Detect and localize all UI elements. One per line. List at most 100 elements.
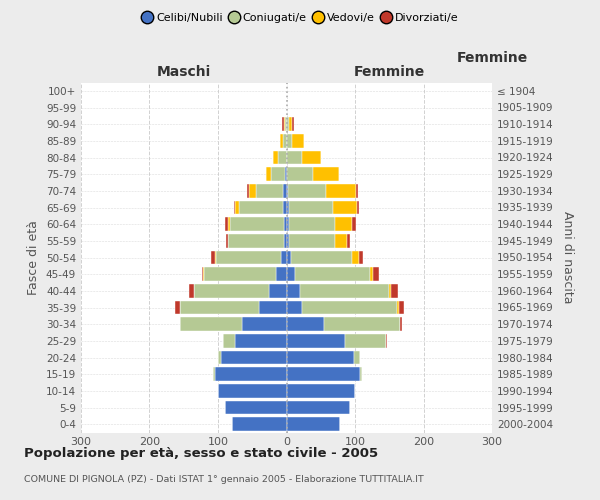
Bar (289, 218, 335, 231)
Bar (256, 184, 283, 198)
Bar (230, 218, 284, 231)
Bar (232, 418, 287, 431)
Text: COMUNE DI PIGNOLA (PZ) - Dati ISTAT 1° gennaio 2005 - Elaborazione TUTTITALIA.IT: COMUNE DI PIGNOLA (PZ) - Dati ISTAT 1° g… (24, 476, 424, 484)
Bar (203, 268, 204, 281)
Bar (400, 318, 401, 331)
Bar (247, 184, 249, 198)
Bar (287, 150, 302, 164)
Bar (288, 184, 326, 198)
Bar (302, 300, 397, 314)
Bar (302, 150, 321, 164)
Bar (239, 200, 283, 214)
Bar (326, 184, 356, 198)
Bar (287, 334, 345, 347)
Bar (391, 284, 398, 298)
Y-axis label: Fasce di età: Fasce di età (28, 220, 40, 295)
Bar (287, 168, 313, 181)
Bar (181, 318, 242, 331)
Bar (269, 284, 287, 298)
Bar (273, 150, 278, 164)
Bar (225, 218, 228, 231)
Bar (242, 318, 287, 331)
Text: Femmine: Femmine (457, 51, 527, 65)
Bar (225, 400, 287, 414)
Bar (295, 268, 370, 281)
Bar (352, 250, 359, 264)
Bar (259, 300, 287, 314)
Bar (188, 284, 194, 298)
Bar (335, 234, 347, 247)
Bar (285, 168, 287, 181)
Bar (300, 284, 389, 298)
Bar (235, 200, 239, 214)
Bar (202, 268, 203, 281)
Bar (175, 300, 181, 314)
Bar (216, 250, 281, 264)
Bar (287, 218, 289, 231)
Bar (352, 218, 356, 231)
Bar (359, 250, 362, 264)
Bar (290, 250, 352, 264)
Bar (287, 368, 361, 381)
Text: Femmine: Femmine (353, 65, 425, 79)
Bar (289, 118, 292, 131)
Bar (271, 168, 285, 181)
Bar (221, 350, 287, 364)
Bar (280, 134, 283, 147)
Bar (266, 168, 271, 181)
Bar (287, 268, 295, 281)
Bar (284, 234, 287, 247)
Bar (313, 168, 338, 181)
Bar (287, 200, 289, 214)
Bar (283, 184, 287, 198)
Bar (287, 234, 289, 247)
Bar (287, 418, 340, 431)
Bar (281, 250, 287, 264)
Bar (226, 234, 227, 247)
Bar (285, 118, 287, 131)
Bar (289, 200, 333, 214)
Bar (373, 268, 379, 281)
Bar (194, 284, 269, 298)
Bar (205, 268, 276, 281)
Bar (213, 368, 215, 381)
Bar (215, 250, 216, 264)
Bar (287, 400, 350, 414)
Bar (399, 300, 404, 314)
Bar (287, 284, 300, 298)
Bar (181, 300, 259, 314)
Bar (278, 150, 287, 164)
Bar (284, 218, 287, 231)
Bar (283, 134, 287, 147)
Bar (215, 368, 287, 381)
Bar (228, 218, 230, 231)
Bar (283, 200, 287, 214)
Legend: Celibi/Nubili, Coniugati/e, Vedovi/e, Divorziati/e: Celibi/Nubili, Coniugati/e, Vedovi/e, Di… (137, 8, 463, 28)
Bar (333, 200, 357, 214)
Bar (292, 134, 304, 147)
Bar (234, 200, 235, 214)
Y-axis label: Anni di nascita: Anni di nascita (560, 211, 574, 304)
Bar (223, 334, 235, 347)
Bar (287, 118, 289, 131)
Bar (347, 234, 350, 247)
Bar (287, 134, 292, 147)
Bar (282, 118, 284, 131)
Bar (361, 368, 362, 381)
Bar (287, 318, 324, 331)
Bar (287, 384, 355, 398)
Text: Maschi: Maschi (157, 65, 211, 79)
Bar (335, 218, 352, 231)
Bar (287, 350, 353, 364)
Bar (287, 184, 288, 198)
Bar (276, 268, 287, 281)
Bar (292, 118, 294, 131)
Bar (357, 200, 359, 214)
Bar (397, 300, 399, 314)
Bar (228, 234, 284, 247)
Bar (287, 250, 290, 264)
Text: Popolazione per età, sesso e stato civile - 2005: Popolazione per età, sesso e stato civil… (24, 448, 378, 460)
Bar (370, 268, 373, 281)
Bar (356, 184, 358, 198)
Bar (345, 334, 386, 347)
